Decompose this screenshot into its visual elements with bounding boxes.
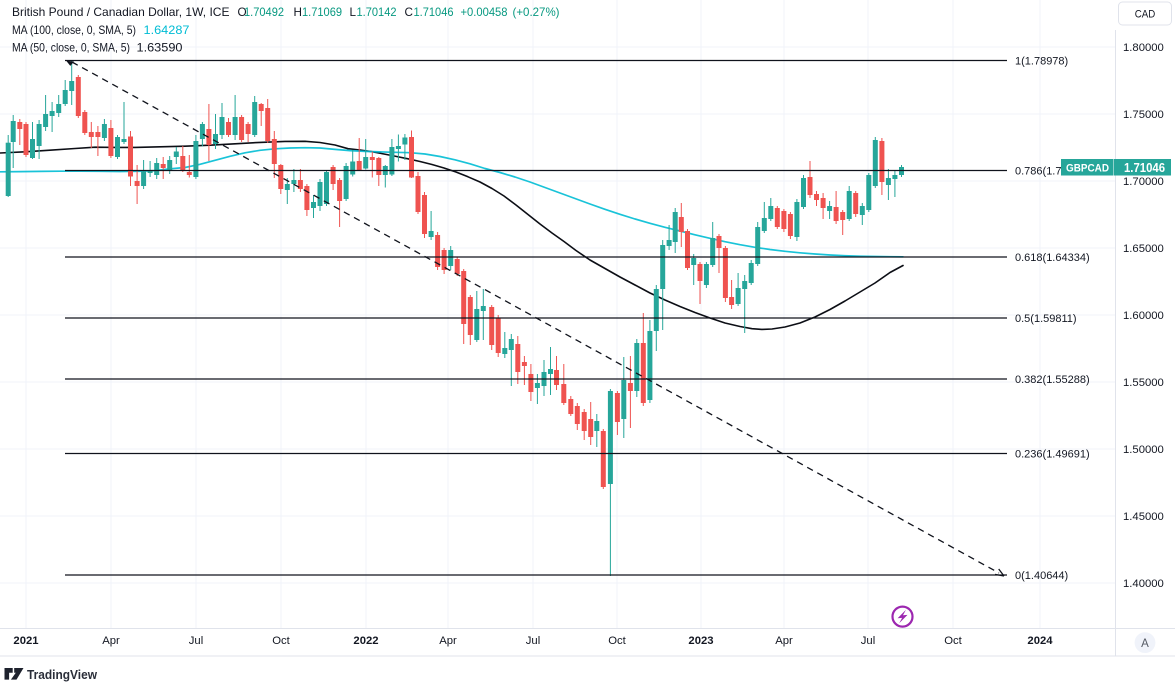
svg-text:(+0.27%): (+0.27%) [513, 6, 560, 19]
svg-text:0(1.40644): 0(1.40644) [1015, 570, 1068, 582]
svg-text:GBPCAD: GBPCAD [1066, 163, 1109, 175]
svg-text:TradingView: TradingView [27, 667, 98, 682]
svg-text:1.55000: 1.55000 [1123, 377, 1164, 389]
svg-text:1.64287: 1.64287 [144, 23, 190, 37]
svg-text:1.70142: 1.70142 [357, 6, 397, 19]
svg-text:2024: 2024 [1027, 635, 1053, 647]
svg-text:0.618(1.64334): 0.618(1.64334) [1015, 252, 1090, 264]
svg-text:1.50000: 1.50000 [1123, 444, 1164, 456]
svg-text:L: L [350, 6, 357, 19]
svg-text:Apr: Apr [439, 635, 457, 647]
svg-text:H: H [294, 6, 302, 19]
svg-text:CAD: CAD [1135, 9, 1156, 21]
svg-text:2022: 2022 [353, 635, 378, 647]
svg-text:1.63590: 1.63590 [137, 41, 183, 55]
svg-text:Apr: Apr [102, 635, 120, 647]
svg-text:1.75000: 1.75000 [1123, 109, 1164, 121]
svg-text:Oct: Oct [272, 635, 290, 647]
svg-text:2023: 2023 [688, 635, 713, 647]
svg-text:1.71069: 1.71069 [302, 6, 342, 19]
svg-text:1.45000: 1.45000 [1123, 511, 1164, 523]
svg-text:Apr: Apr [775, 635, 793, 647]
svg-text:Oct: Oct [944, 635, 962, 647]
svg-text:A: A [1141, 638, 1149, 650]
svg-text:Jul: Jul [861, 635, 875, 647]
svg-text:0.786(1.7: 0.786(1.7 [1015, 166, 1061, 178]
svg-text:MA (100, close, 0, SMA, 5): MA (100, close, 0, SMA, 5) [12, 23, 136, 37]
svg-text:2021: 2021 [13, 635, 38, 647]
svg-text:1.80000: 1.80000 [1123, 42, 1164, 54]
svg-text:0.382(1.55288): 0.382(1.55288) [1015, 374, 1090, 386]
svg-text:Jul: Jul [526, 635, 540, 647]
svg-text:0.5(1.59811): 0.5(1.59811) [1015, 313, 1077, 325]
svg-text:1.40000: 1.40000 [1123, 578, 1164, 590]
svg-text:MA (50, close, 0, SMA, 5): MA (50, close, 0, SMA, 5) [12, 41, 130, 55]
svg-text:1.70492: 1.70492 [244, 6, 284, 19]
svg-text:0.236(1.49691): 0.236(1.49691) [1015, 449, 1090, 461]
svg-text:Oct: Oct [608, 635, 626, 647]
svg-text:1.70000: 1.70000 [1123, 176, 1164, 188]
svg-text:O: O [238, 6, 247, 19]
svg-text:1.71046: 1.71046 [1124, 161, 1165, 175]
svg-text:1.60000: 1.60000 [1123, 310, 1164, 322]
svg-text:Jul: Jul [189, 635, 203, 647]
svg-text:+0.00458: +0.00458 [461, 6, 508, 19]
svg-text:1.71046: 1.71046 [414, 6, 454, 19]
svg-text:1.65000: 1.65000 [1123, 243, 1164, 255]
svg-text:British Pound / Canadian Dolla: British Pound / Canadian Dollar, 1W, ICE [12, 5, 229, 19]
svg-text:1(1.78978): 1(1.78978) [1015, 56, 1068, 68]
svg-text:C: C [405, 6, 413, 19]
